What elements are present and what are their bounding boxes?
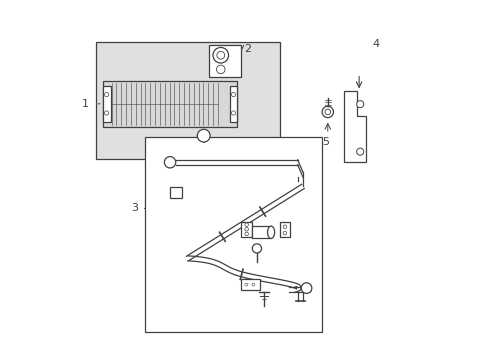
Circle shape xyxy=(356,100,363,108)
Text: 3: 3 xyxy=(131,203,138,213)
Bar xyxy=(279,222,289,237)
Circle shape xyxy=(216,51,224,59)
Circle shape xyxy=(283,225,286,229)
Bar xyxy=(209,45,241,77)
Circle shape xyxy=(104,93,108,97)
Circle shape xyxy=(244,228,248,231)
Circle shape xyxy=(231,111,235,115)
Circle shape xyxy=(322,106,333,118)
Circle shape xyxy=(216,65,224,74)
Circle shape xyxy=(283,231,286,235)
Text: 4: 4 xyxy=(371,39,378,49)
Bar xyxy=(241,279,260,290)
Polygon shape xyxy=(343,91,365,162)
Text: 5: 5 xyxy=(322,138,329,148)
Circle shape xyxy=(325,109,330,115)
Text: 1: 1 xyxy=(81,99,88,109)
Circle shape xyxy=(244,223,248,226)
Bar xyxy=(170,187,182,198)
Circle shape xyxy=(244,232,248,236)
Bar xyxy=(241,222,252,237)
Circle shape xyxy=(212,48,228,63)
Text: 2: 2 xyxy=(244,44,251,54)
Circle shape xyxy=(356,148,363,155)
Bar xyxy=(102,81,237,127)
Circle shape xyxy=(104,111,108,115)
Circle shape xyxy=(244,283,247,286)
Ellipse shape xyxy=(267,226,274,238)
Bar xyxy=(96,42,279,159)
Circle shape xyxy=(231,93,235,97)
Circle shape xyxy=(301,283,311,293)
Bar xyxy=(145,138,322,332)
Circle shape xyxy=(197,129,210,142)
Bar xyxy=(229,86,237,122)
Bar xyxy=(251,226,270,238)
Circle shape xyxy=(252,244,261,253)
Circle shape xyxy=(251,283,254,286)
Bar xyxy=(102,86,110,122)
Circle shape xyxy=(164,157,175,168)
